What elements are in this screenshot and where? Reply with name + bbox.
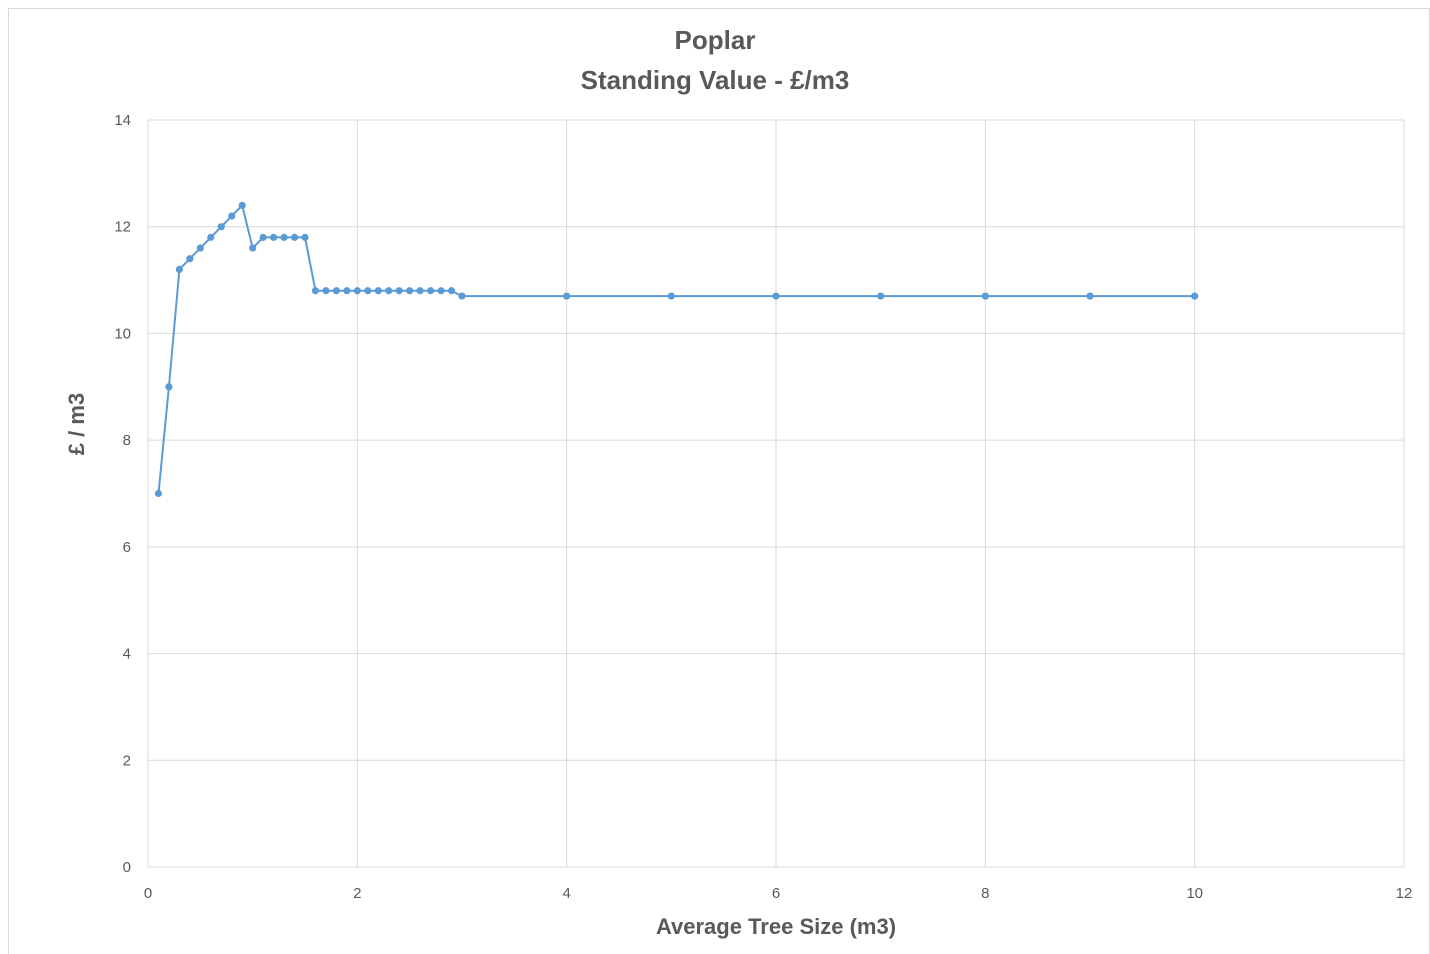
- y-axis-title: £ / m3: [64, 393, 89, 455]
- data-point: [877, 292, 884, 299]
- x-tick-label: 8: [981, 885, 989, 902]
- data-point: [448, 287, 455, 294]
- data-point: [239, 202, 246, 209]
- data-point: [668, 292, 675, 299]
- data-point: [458, 292, 465, 299]
- data-point: [312, 287, 319, 294]
- data-point: [406, 287, 413, 294]
- x-tick-label: 6: [772, 885, 780, 902]
- data-point: [437, 287, 444, 294]
- data-point: [1086, 292, 1093, 299]
- x-tick-label: 12: [1396, 885, 1413, 902]
- y-tick-label: 12: [114, 219, 131, 236]
- y-tick-label: 8: [123, 432, 131, 449]
- y-tick-label: 14: [114, 112, 131, 129]
- data-point: [417, 287, 424, 294]
- y-tick-label: 0: [123, 859, 131, 876]
- data-point: [354, 287, 361, 294]
- data-point: [165, 383, 172, 390]
- y-tick-label: 2: [123, 752, 131, 769]
- data-point: [396, 287, 403, 294]
- y-tick-label: 6: [123, 539, 131, 556]
- data-point: [563, 292, 570, 299]
- data-point: [155, 490, 162, 497]
- data-point: [322, 287, 329, 294]
- data-point: [427, 287, 434, 294]
- data-point: [982, 292, 989, 299]
- data-point: [197, 244, 204, 251]
- x-axis-title: Average Tree Size (m3): [656, 914, 896, 939]
- data-point: [270, 234, 277, 241]
- data-point: [772, 292, 779, 299]
- x-tick-label: 2: [353, 885, 361, 902]
- data-point: [1191, 292, 1198, 299]
- data-point: [186, 255, 193, 262]
- gridlines: [148, 120, 1404, 867]
- data-point: [343, 287, 350, 294]
- data-point: [375, 287, 382, 294]
- y-tick-label: 4: [123, 646, 131, 663]
- data-point: [333, 287, 340, 294]
- data-point: [291, 234, 298, 241]
- data-point: [260, 234, 267, 241]
- data-point: [176, 266, 183, 273]
- data-point: [280, 234, 287, 241]
- x-tick-label: 4: [562, 885, 570, 902]
- series-group: [155, 202, 1198, 497]
- data-point: [218, 223, 225, 230]
- tick-labels: 0 2 4 6 8 10 12 14 0 2 4 6 8 10 12: [114, 112, 1412, 902]
- data-point: [249, 244, 256, 251]
- series-line: [158, 205, 1194, 493]
- y-tick-label: 10: [114, 325, 131, 342]
- data-point: [228, 212, 235, 219]
- x-tick-label: 0: [144, 885, 152, 902]
- data-point: [301, 234, 308, 241]
- data-point: [385, 287, 392, 294]
- x-tick-label: 10: [1186, 885, 1203, 902]
- data-point: [364, 287, 371, 294]
- data-point: [207, 234, 214, 241]
